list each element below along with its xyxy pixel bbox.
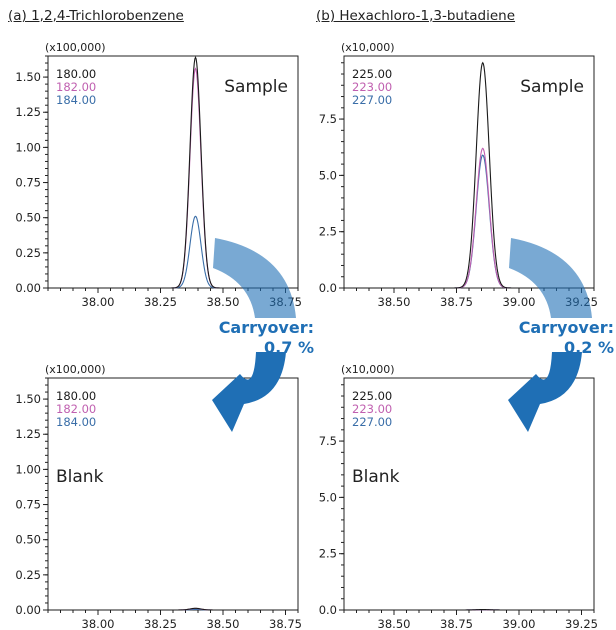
chart-4-ytick-label-3: 7.5	[319, 434, 337, 448]
chart-3-ytick-label-3: 0.75	[15, 498, 41, 512]
carryover-b-label: Carryover:	[518, 318, 614, 337]
chart-3-xtick-label-3: 38.75	[269, 617, 302, 630]
chart-4-annotation: Blank	[352, 467, 400, 487]
chart-2-legend-2: 223.00	[352, 80, 392, 94]
chart-4-multiplier: (x10,000)	[341, 363, 395, 376]
chart-3-xtick-label-2: 38.50	[207, 617, 240, 630]
carryover-b-arrow-bottom	[508, 352, 582, 432]
chart-1-multiplier: (x100,000)	[45, 41, 106, 54]
carryover-a-value: 0.7 %	[264, 338, 314, 357]
carryover-a: Carryover: 0.7 %	[180, 318, 314, 358]
chart-3-legend-2: 182.00	[56, 402, 96, 416]
chart-1-ytick-label-2: 0.50	[15, 211, 41, 225]
chart-1-ytick-label-1: 0.25	[15, 246, 41, 260]
carryover-b-arrow-top	[509, 238, 592, 318]
chart-3-ytick-label-4: 1.00	[15, 462, 41, 476]
chart-1-ytick-label-4: 1.00	[15, 140, 41, 154]
chart-3-annotation: Blank	[56, 467, 104, 487]
chart-3-ytick-label-2: 0.50	[15, 533, 41, 547]
chart-4-xtick-label-3: 39.25	[565, 617, 598, 630]
chart-2-xtick-label-2: 39.00	[503, 295, 536, 309]
chart-4-legend-3: 227.00	[352, 415, 392, 429]
chart-3-ytick-label-6: 1.50	[15, 392, 41, 406]
carryover-a-arrow-bottom	[212, 352, 286, 432]
chart-2-multiplier: (x10,000)	[341, 41, 395, 54]
chart-4-ytick-label-0: 0.0	[319, 603, 337, 617]
chart-4-xtick-label-2: 39.00	[503, 617, 536, 630]
chart-4-legend-2: 223.00	[352, 402, 392, 416]
chart-2-ytick-label-3: 7.5	[319, 112, 337, 126]
chart-2-ytick-label-2: 5.0	[319, 168, 337, 182]
chart-2-ytick-label-1: 2.5	[319, 225, 337, 239]
chart-1-ytick-label-6: 1.50	[15, 70, 41, 84]
chart-2-legend-3: 227.00	[352, 93, 392, 107]
panel-b-title: (b) Hexachloro-1,3-butadiene	[316, 8, 516, 24]
chart-3-xtick-label-1: 38.25	[144, 617, 177, 630]
chart-4-ytick-label-2: 5.0	[319, 490, 337, 504]
chart-1-ytick-label-0: 0.00	[15, 281, 41, 295]
chart-1-xtick-label-2: 38.50	[207, 295, 240, 309]
chart-1-ytick-label-5: 1.25	[15, 105, 41, 119]
chart-3-xtick-label-0: 38.00	[82, 617, 115, 630]
chart-1-xtick-label-0: 38.00	[82, 295, 115, 309]
chart-3-ytick-label-5: 1.25	[15, 427, 41, 441]
chart-3-legend-3: 184.00	[56, 415, 96, 429]
chart-3-ytick-label-1: 0.25	[15, 568, 41, 582]
chart-4-legend-1: 225.00	[352, 389, 392, 403]
chart-2-annotation: Sample	[520, 77, 584, 97]
carryover-a-label: Carryover:	[218, 318, 314, 337]
chart-1-legend-1: 180.00	[56, 67, 96, 81]
chart-1-legend-3: 184.00	[56, 93, 96, 107]
chart-3-ytick-label-0: 0.00	[15, 603, 41, 617]
chart-3-legend-1: 180.00	[56, 389, 96, 403]
chart-2-xtick-label-0: 38.50	[378, 295, 411, 309]
chart-2-legend-1: 225.00	[352, 67, 392, 81]
chart-4-xtick-label-1: 38.75	[440, 617, 473, 630]
chart-3-multiplier: (x100,000)	[45, 363, 106, 376]
chart-2-ytick-label-0: 0.0	[319, 281, 337, 295]
chart-4-ytick-label-1: 2.5	[319, 547, 337, 561]
chart-1-annotation: Sample	[224, 77, 288, 97]
panel-a-title: (a) 1,2,4-Trichlorobenzene	[8, 8, 184, 24]
carryover-b: Carryover: 0.2 %	[476, 318, 614, 358]
carryover-b-value: 0.2 %	[564, 338, 614, 357]
chart-2-xtick-label-1: 38.75	[440, 295, 473, 309]
carryover-a-arrow-top	[213, 238, 296, 318]
chart-1-ytick-label-3: 0.75	[15, 176, 41, 190]
chart-1-xtick-label-1: 38.25	[144, 295, 177, 309]
chart-4-xtick-label-0: 38.50	[378, 617, 411, 630]
chart-1-legend-2: 182.00	[56, 80, 96, 94]
chart-3-series-1-line	[48, 607, 298, 611]
